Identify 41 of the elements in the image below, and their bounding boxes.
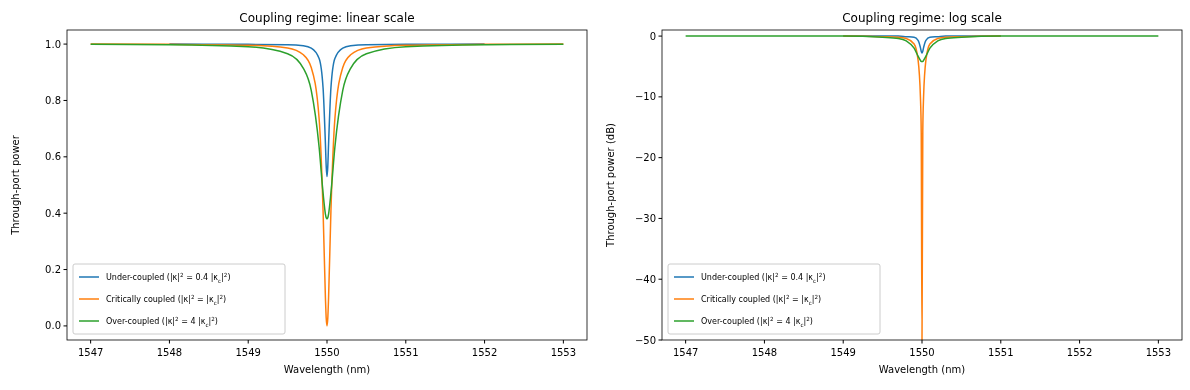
x-axis-title: Wavelength (nm) [283,364,371,375]
legend-label: Over-coupled (|κ|$^{2}$ = 4 |κ$_{c}$|$^{2}$) [701,315,813,328]
y-tick-label: 0.4 [45,207,61,219]
x-axis-title: Wavelength (nm) [878,364,966,375]
x-tick-label: 1549 [235,347,261,358]
y-axis-title: Through-port power (dB) [605,122,616,248]
x-tick-label: 1550 [909,347,935,358]
legend-label: Under-coupled (|κ|$^{2}$ = 0.4 |κ$_{c}$|$^{2}$) [701,271,826,284]
y-tick-label: −50 [634,334,656,346]
y-axis-title: Through-port power [10,134,21,236]
line-series [168,43,486,178]
line-series [684,35,1160,63]
x-tick-label: 1551 [393,347,419,358]
x-tick-label: 1553 [1145,347,1172,358]
x-tick-label: 1550 [314,347,340,358]
y-tick-label: 0.2 [45,264,61,276]
x-tick-label: 1551 [988,347,1014,358]
y-tick-label: −40 [634,273,656,285]
legend-label: Under-coupled (|κ|$^{2}$ = 0.4 |κ$_{c}$|$^{2}$) [106,271,231,284]
y-tick-label: −30 [634,212,656,224]
y-tick-label: 0 [649,30,656,42]
y-tick-label: 0.6 [45,151,61,163]
line-series [89,43,565,220]
y-tick-label: 0.8 [45,94,61,106]
y-tick-label: −20 [634,152,656,164]
chart-title: Coupling regime: linear scale [239,11,415,25]
x-tick-label: 1548 [156,347,183,358]
x-tick-label: 1549 [830,347,856,358]
x-tick-label: 1553 [550,347,577,358]
x-tick-label: 1552 [1066,347,1093,358]
x-tick-label: 1547 [672,347,699,358]
chart-title: Coupling regime: log scale [842,11,1002,25]
legend-label: Critically coupled (|κ|$^{2}$ = |κ$_{c}$|$^{2}$) [701,293,822,306]
legend-label: Over-coupled (|κ|$^{2}$ = 4 |κ$_{c}$|$^{2}$) [106,315,218,328]
y-tick-label: −10 [634,91,656,103]
y-tick-label: 0.0 [45,320,61,332]
x-tick-label: 1547 [77,347,104,358]
legend-label: Critically coupled (|κ|$^{2}$ = |κ$_{c}$|$^{2}$) [106,293,227,306]
x-tick-label: 1548 [751,347,778,358]
y-tick-label: 1.0 [45,38,61,50]
x-tick-label: 1552 [471,347,498,358]
